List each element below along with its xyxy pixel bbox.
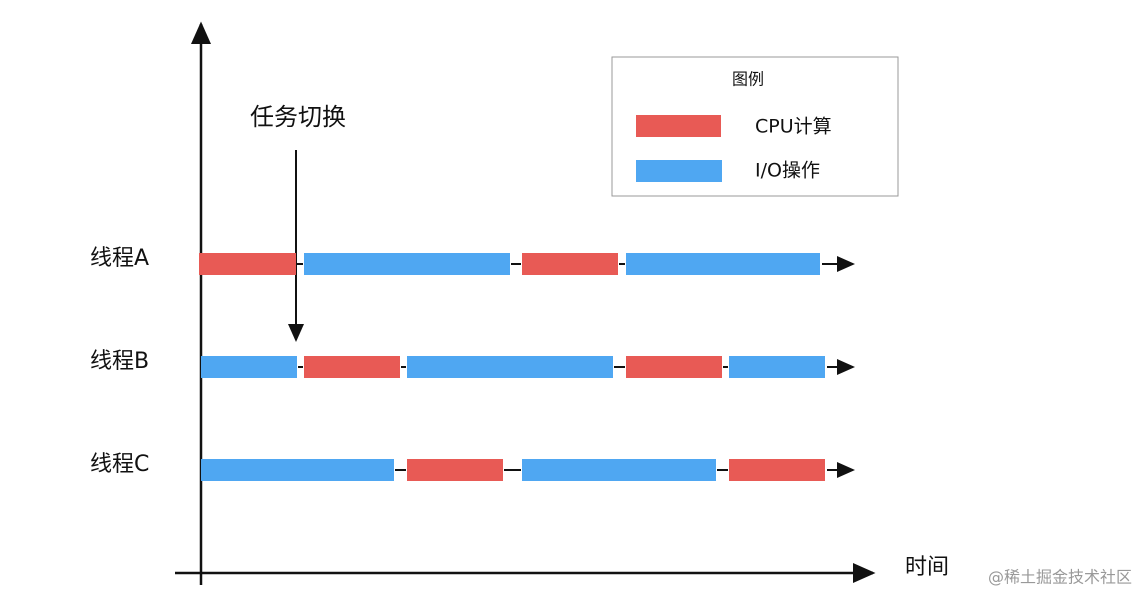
x-axis-label: 时间	[905, 555, 949, 580]
segment	[199, 253, 296, 275]
legend-label: CPU计算	[755, 116, 832, 138]
segment	[522, 253, 618, 275]
segment	[729, 356, 825, 378]
segment	[407, 356, 613, 378]
legend-swatch-io	[636, 160, 722, 182]
annotation: 任务切换	[250, 103, 346, 131]
segment	[304, 356, 400, 378]
thread-label: 线程C	[90, 452, 149, 477]
segment	[522, 459, 716, 481]
thread-label: 线程B	[90, 349, 149, 374]
segment	[729, 459, 825, 481]
watermark: @稀土掘金技术社区	[988, 568, 1132, 587]
segment	[407, 459, 503, 481]
segment	[626, 356, 722, 378]
segment	[201, 459, 394, 481]
segment	[304, 253, 510, 275]
segment	[201, 356, 297, 378]
legend-swatch-cpu	[636, 115, 721, 137]
thread-label: 线程A	[90, 246, 149, 271]
legend-title: 图例	[732, 70, 764, 89]
legend-label: I/O操作	[755, 160, 820, 182]
segment	[626, 253, 820, 275]
